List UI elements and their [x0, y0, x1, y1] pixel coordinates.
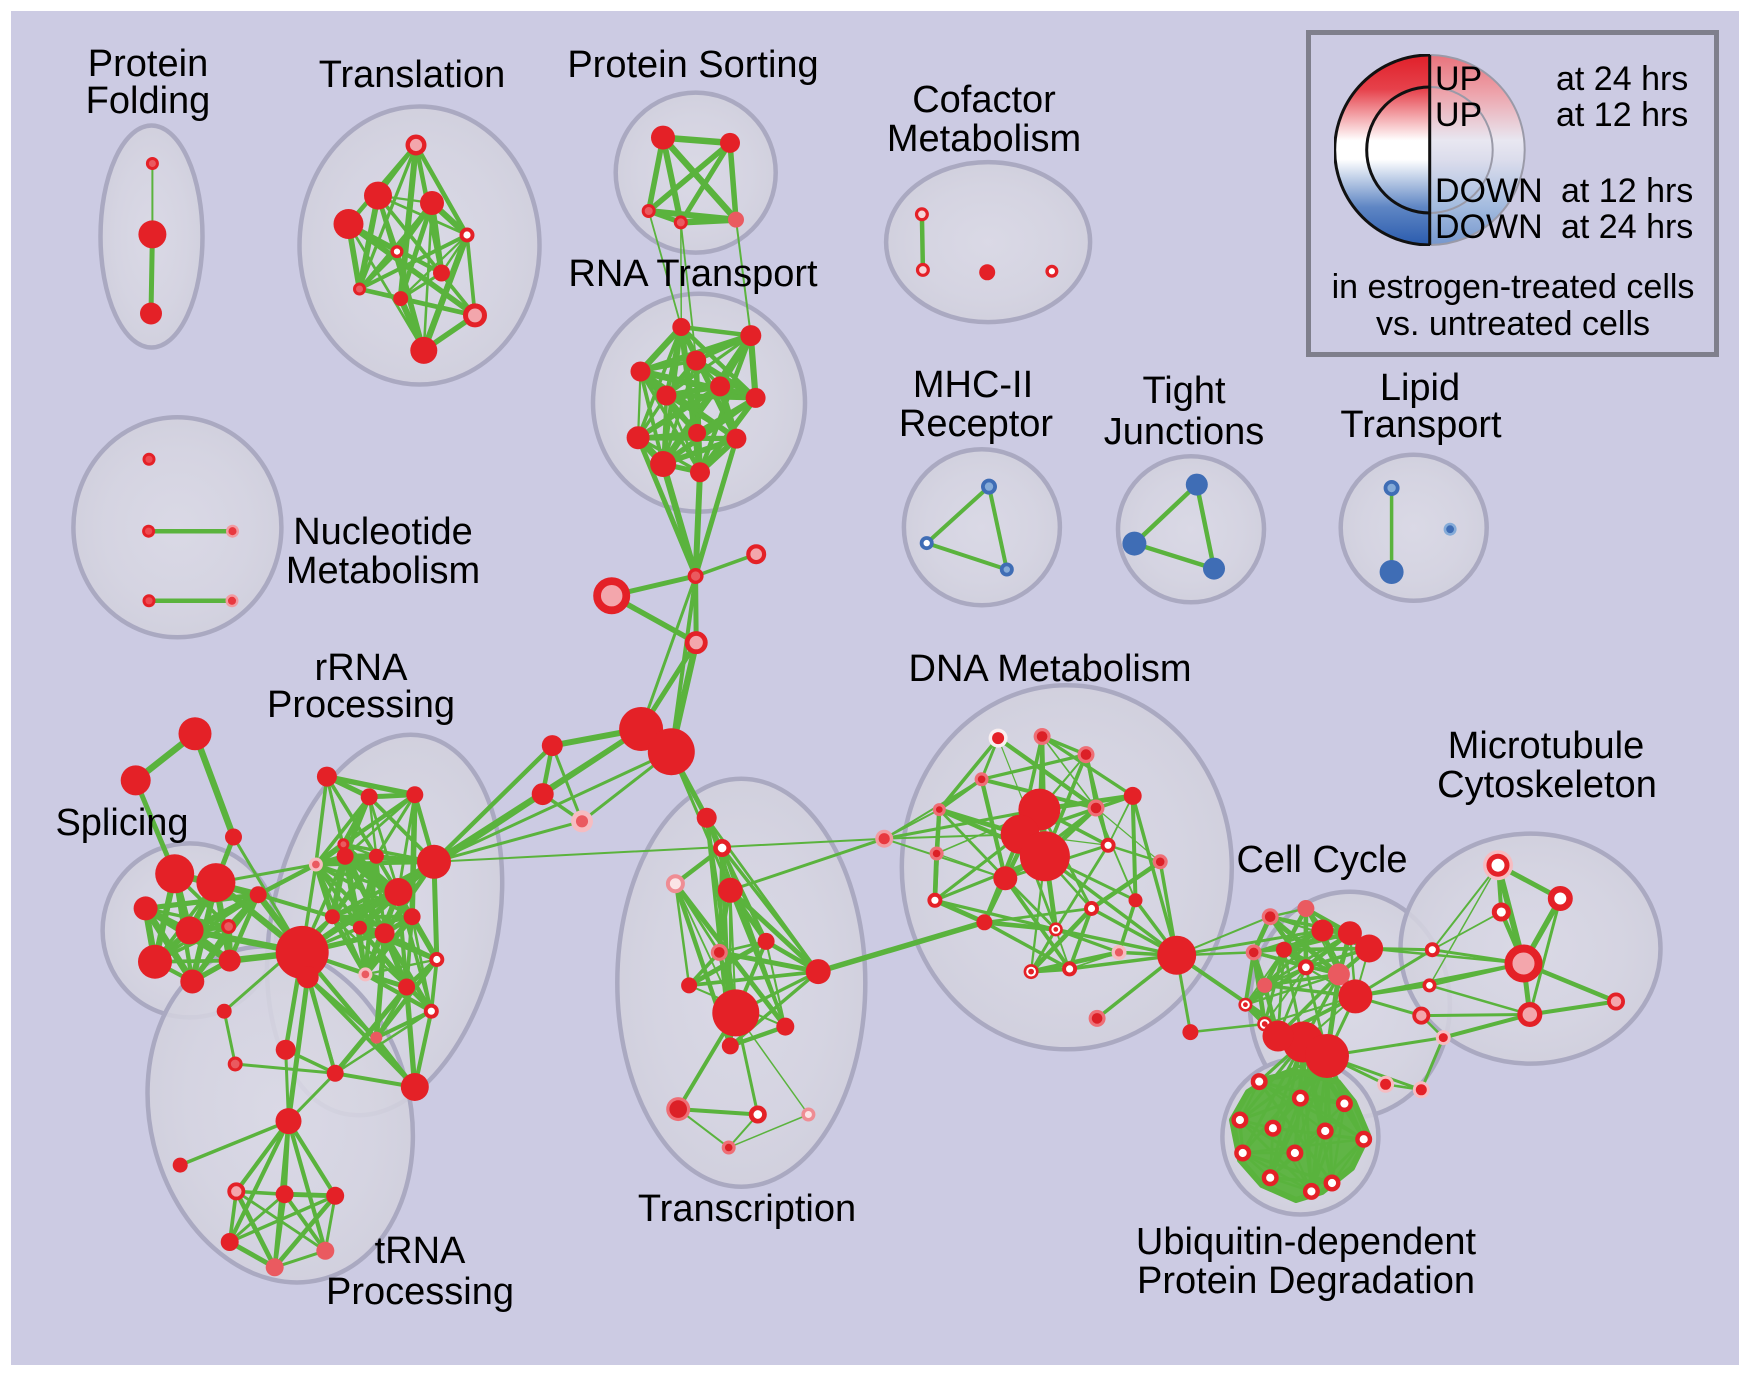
svg-text:Processing: Processing: [267, 684, 455, 726]
svg-text:Nucleotide: Nucleotide: [293, 511, 473, 553]
svg-text:rRNA: rRNA: [315, 647, 409, 689]
svg-text:Cell Cycle: Cell Cycle: [1236, 839, 1407, 881]
svg-text:Tight: Tight: [1142, 370, 1226, 412]
svg-text:at 12 hrs: at 12 hrs: [1556, 96, 1688, 134]
svg-text:DOWN: DOWN: [1435, 208, 1543, 246]
svg-text:Transport: Transport: [1340, 404, 1502, 446]
svg-text:Microtubule: Microtubule: [1448, 725, 1644, 767]
svg-text:Protein Sorting: Protein Sorting: [567, 44, 818, 86]
svg-text:Transcription: Transcription: [638, 1188, 856, 1230]
svg-text:UP: UP: [1435, 60, 1482, 98]
svg-text:tRNA: tRNA: [375, 1230, 466, 1272]
svg-text:Ubiquitin-dependent: Ubiquitin-dependent: [1136, 1221, 1477, 1263]
svg-text:Cofactor: Cofactor: [912, 79, 1056, 121]
svg-text:at 12 hrs: at 12 hrs: [1561, 172, 1693, 210]
svg-text:Translation: Translation: [319, 54, 506, 96]
svg-text:MHC-II: MHC-II: [913, 364, 1033, 406]
svg-text:Protein Degradation: Protein Degradation: [1137, 1260, 1475, 1302]
svg-text:Metabolism: Metabolism: [887, 118, 1081, 160]
svg-text:vs. untreated cells: vs. untreated cells: [1376, 305, 1650, 343]
svg-text:RNA Transport: RNA Transport: [568, 253, 818, 295]
svg-text:Splicing: Splicing: [55, 802, 188, 844]
svg-text:DNA Metabolism: DNA Metabolism: [909, 648, 1192, 690]
svg-text:DOWN: DOWN: [1435, 172, 1543, 210]
svg-text:Processing: Processing: [326, 1271, 514, 1313]
svg-text:Receptor: Receptor: [899, 403, 1054, 445]
svg-text:Cytoskeleton: Cytoskeleton: [1437, 764, 1657, 806]
svg-text:at 24 hrs: at 24 hrs: [1556, 60, 1688, 98]
svg-text:at 24 hrs: at 24 hrs: [1561, 208, 1693, 246]
svg-text:Lipid: Lipid: [1380, 367, 1460, 409]
svg-text:Protein: Protein: [88, 43, 208, 85]
svg-text:in estrogen-treated cells: in estrogen-treated cells: [1332, 268, 1695, 306]
svg-text:Folding: Folding: [86, 80, 211, 122]
svg-text:Metabolism: Metabolism: [286, 550, 480, 592]
svg-text:UP: UP: [1435, 96, 1482, 134]
svg-text:Junctions: Junctions: [1104, 411, 1265, 453]
